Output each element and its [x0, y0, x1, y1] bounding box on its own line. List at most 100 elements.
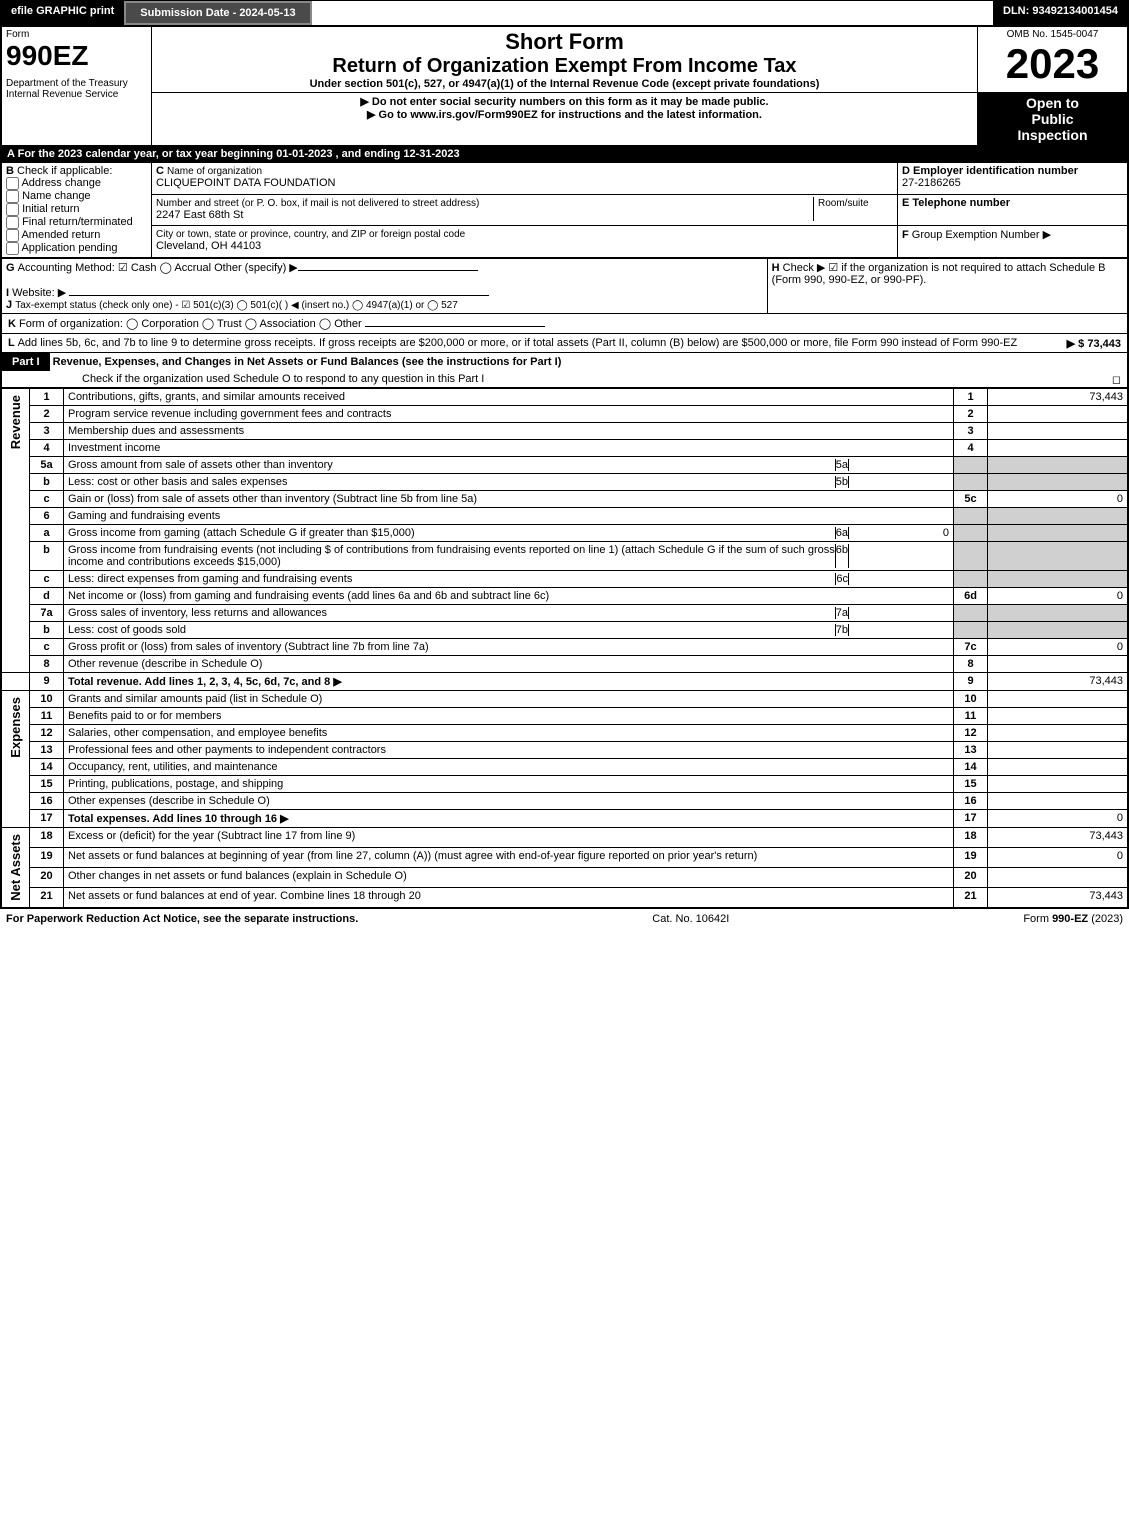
- ein-label: Employer identification number: [913, 165, 1078, 177]
- checkbox-accrual[interactable]: ◯ Accrual: [160, 262, 211, 274]
- open-to-public-box: Open to Public Inspection: [978, 93, 1128, 146]
- line-5b-text: Less: cost or other basis and sales expe…: [64, 474, 954, 491]
- line-21-text: Net assets or fund balances at end of ye…: [64, 887, 954, 907]
- line-6-no: 6: [30, 508, 64, 525]
- line-18-text: Excess or (deficit) for the year (Subtra…: [64, 828, 954, 848]
- line-8-text: Other revenue (describe in Schedule O): [64, 656, 954, 673]
- street-value: 2247 East 68th St: [156, 209, 243, 221]
- gross-receipts-instruction: Add lines 5b, 6c, and 7b to line 9 to de…: [18, 337, 1018, 349]
- footer-pra-notice: For Paperwork Reduction Act Notice, see …: [6, 913, 358, 925]
- line-11-text: Benefits paid to or for members: [64, 708, 954, 725]
- line-1-ref: 1: [954, 389, 988, 406]
- line-6b-text: Gross income from fundraising events (no…: [64, 542, 954, 571]
- phone-label: Telephone number: [912, 197, 1010, 209]
- subtitle: Under section 501(c), 527, or 4947(a)(1)…: [156, 78, 973, 90]
- expenses-section-label: Expenses: [6, 693, 25, 762]
- line-9-no: 9: [30, 673, 64, 691]
- netassets-section-label: Net Assets: [6, 830, 25, 905]
- dept-treasury: Department of the Treasury: [6, 78, 147, 89]
- line-5a-text: Gross amount from sale of assets other t…: [64, 457, 954, 474]
- line-8-no: 8: [30, 656, 64, 673]
- line-4-no: 4: [30, 440, 64, 457]
- ein-value: 27-2186265: [902, 177, 961, 189]
- line-3-amount: [988, 423, 1128, 440]
- org-name-label: Name of organization: [167, 166, 262, 177]
- line-3-text: Membership dues and assessments: [64, 423, 954, 440]
- line-6d-text: Net income or (loss) from gaming and fun…: [64, 588, 954, 605]
- part-1-label: Part I: [2, 353, 50, 371]
- schedule-b-check[interactable]: Check ▶ ☑ if the organization is not req…: [772, 262, 1106, 286]
- line-7b-text: Less: cost of goods sold 7b: [64, 622, 954, 639]
- line-8-ref: 8: [954, 656, 988, 673]
- line-15-text: Printing, publications, postage, and shi…: [64, 776, 954, 793]
- short-form-title: Short Form: [156, 29, 973, 55]
- form-page: efile GRAPHIC print Submission Date - 20…: [0, 0, 1129, 909]
- line-2-amount: [988, 406, 1128, 423]
- line-5a-shade: [954, 457, 988, 474]
- form-of-organization[interactable]: Form of organization: ◯ Corporation ◯ Tr…: [19, 318, 362, 330]
- line-10-no: 10: [30, 691, 64, 708]
- checkbox-application-pending[interactable]: Application pending: [6, 242, 117, 254]
- checkbox-cash[interactable]: ☑ Cash: [118, 262, 157, 274]
- line-6d-ref: 6d: [954, 588, 988, 605]
- line-14-text: Occupancy, rent, utilities, and maintena…: [64, 759, 954, 776]
- part1-lines-table: Revenue 1 Contributions, gifts, grants, …: [1, 388, 1128, 908]
- irs-label: Internal Revenue Service: [6, 89, 147, 100]
- line-4-ref: 4: [954, 440, 988, 457]
- line-5c-no: c: [30, 491, 64, 508]
- line-7c-amount: 0: [988, 639, 1128, 656]
- header-table: Form 990EZ Department of the Treasury In…: [1, 26, 1128, 146]
- line-5a-no: 5a: [30, 457, 64, 474]
- footer-form-ref: Form 990-EZ (2023): [1023, 913, 1123, 925]
- line-7c-text: Gross profit or (loss) from sales of inv…: [64, 639, 954, 656]
- line-20-text: Other changes in net assets or fund bala…: [64, 867, 954, 887]
- part-1-title: Revenue, Expenses, and Changes in Net As…: [53, 356, 562, 368]
- line-7c-no: c: [30, 639, 64, 656]
- accounting-method-label: Accounting Method:: [18, 262, 115, 274]
- omb-number: OMB No. 1545-0047: [982, 29, 1123, 40]
- line-8-amount: [988, 656, 1128, 673]
- form-label: Form: [6, 29, 147, 40]
- checkbox-initial-return[interactable]: Initial return: [6, 203, 80, 215]
- line-1-amount: 73,443: [988, 389, 1128, 406]
- line-2-no: 2: [30, 406, 64, 423]
- line-7c-ref: 7c: [954, 639, 988, 656]
- line-9-amount: 73,443: [988, 673, 1128, 691]
- entity-info-table: B Check if applicable: Address change Na…: [1, 162, 1128, 258]
- city-value: Cleveland, OH 44103: [156, 240, 261, 252]
- main-title: Return of Organization Exempt From Incom…: [156, 55, 973, 78]
- line-19-text: Net assets or fund balances at beginning…: [64, 847, 954, 867]
- line-5b-no: b: [30, 474, 64, 491]
- line-4-text: Investment income: [64, 440, 954, 457]
- tax-exempt-status[interactable]: Tax-exempt status (check only one) - ☑ 5…: [15, 300, 458, 311]
- line-3-ref: 3: [954, 423, 988, 440]
- website-label: Website: ▶: [12, 287, 66, 299]
- line-6b-no: b: [30, 542, 64, 571]
- other-specify[interactable]: Other (specify) ▶: [214, 262, 298, 274]
- street-label: Number and street (or P. O. box, if mail…: [156, 198, 479, 209]
- part-1-scheduleO-check: Check if the organization used Schedule …: [82, 373, 484, 385]
- group-exemption-label: Group Exemption Number ▶: [912, 229, 1051, 241]
- line-9-text: Total revenue. Add lines 1, 2, 3, 4, 5c,…: [64, 673, 954, 691]
- revenue-section-label: Revenue: [6, 391, 25, 453]
- line-5a-shade2: [988, 457, 1128, 474]
- line-3-no: 3: [30, 423, 64, 440]
- efile-print-button[interactable]: efile GRAPHIC print: [1, 1, 124, 25]
- ghij-table: G Accounting Method: ☑ Cash ◯ Accrual Ot…: [1, 258, 1128, 314]
- part-1-checkbox[interactable]: ◻: [1112, 373, 1121, 386]
- line-2-text: Program service revenue including govern…: [64, 406, 954, 423]
- gross-receipts-amount: ▶ $ 73,443: [1067, 337, 1121, 350]
- instructions-link[interactable]: ▶ Go to www.irs.gov/Form990EZ for instru…: [156, 108, 973, 121]
- checkbox-address-change[interactable]: Address change: [6, 177, 101, 189]
- line-17-text: Total expenses. Add lines 10 through 16 …: [64, 810, 954, 828]
- check-if-applicable: Check if applicable:: [17, 165, 112, 177]
- page-footer: For Paperwork Reduction Act Notice, see …: [0, 909, 1129, 929]
- line-6c-no: c: [30, 571, 64, 588]
- line-6c-text: Less: direct expenses from gaming and fu…: [64, 571, 954, 588]
- line-7a-text: Gross sales of inventory, less returns a…: [64, 605, 954, 622]
- checkbox-final-return[interactable]: Final return/terminated: [6, 216, 133, 228]
- room-suite-label: Room/suite: [818, 198, 869, 209]
- checkbox-amended-return[interactable]: Amended return: [6, 229, 100, 241]
- checkbox-name-change[interactable]: Name change: [6, 190, 91, 202]
- form-number: 990EZ: [6, 40, 147, 72]
